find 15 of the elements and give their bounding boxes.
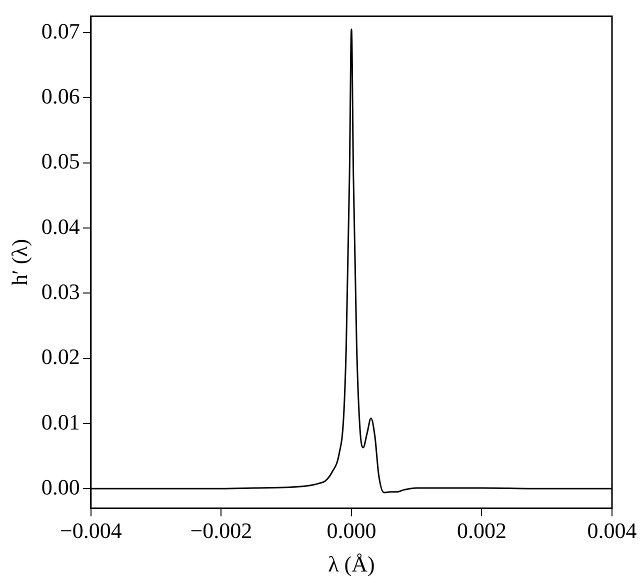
x-axis-title: λ (Å) — [328, 552, 375, 577]
x-tick-label: −0.002 — [190, 518, 252, 544]
x-tick-label: 0.004 — [587, 518, 637, 544]
y-tick-label: 0.07 — [41, 18, 80, 44]
y-axis-title: h′ (λ) — [6, 238, 32, 286]
y-tick-label: 0.00 — [41, 474, 80, 500]
y-tick-label: 0.03 — [41, 278, 80, 304]
y-tick-label: 0.01 — [41, 409, 80, 434]
y-tick-label: 0.06 — [41, 83, 80, 108]
y-tick-label: 0.04 — [41, 214, 80, 239]
y-tick-label: 0.02 — [41, 344, 80, 370]
x-tick-label: −0.004 — [60, 518, 122, 544]
y-tick-label: 0.05 — [41, 148, 80, 174]
x-tick-label: 0.000 — [326, 518, 376, 544]
x-tick-label: 0.002 — [456, 518, 506, 544]
